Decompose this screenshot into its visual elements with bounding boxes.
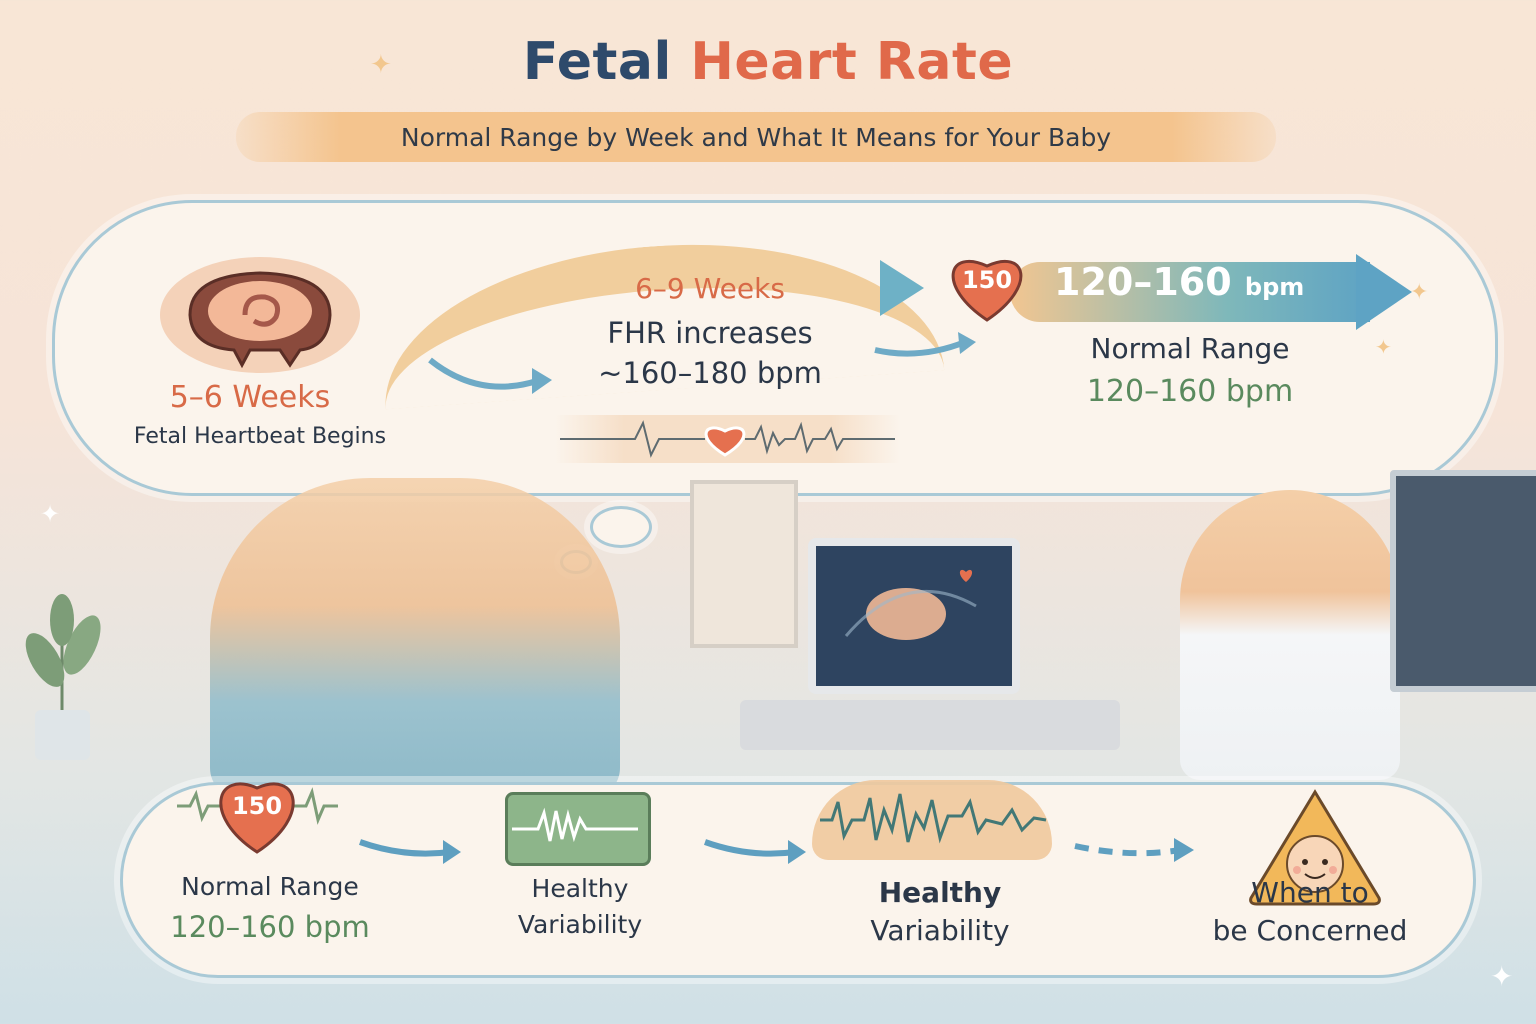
- stage-6-9-line1: FHR increases: [607, 316, 813, 350]
- room-window: [690, 480, 798, 648]
- range-big: 120–160 bpm: [1054, 260, 1304, 304]
- arrow-icon: [428, 357, 552, 394]
- step-2-label-1: Healthy: [531, 874, 629, 903]
- sparkle-icon: ✦: [1375, 335, 1392, 359]
- ultrasound-monitor: [808, 538, 1020, 694]
- arrow-icon: [358, 839, 461, 864]
- sparkle-icon: ✦: [1490, 960, 1514, 993]
- heart-150-icon: 150: [944, 246, 1030, 328]
- sparkle-icon: ✦: [370, 50, 392, 80]
- step-2-label-2: Variability: [517, 910, 643, 939]
- arc-arrowhead-icon: [880, 260, 924, 316]
- dashed-arrow-icon: [1074, 838, 1194, 862]
- range-arrow-band: [1010, 262, 1370, 322]
- range-arrowhead-icon: [1356, 254, 1412, 330]
- page-title: Fetal Heart Rate: [0, 32, 1536, 92]
- title-fetal: Fetal: [522, 32, 672, 92]
- step-3-label-2: Variability: [870, 914, 1010, 947]
- arrow-icon: [703, 839, 806, 864]
- normal-range-label: Normal Range: [1090, 332, 1290, 365]
- wall-board: [1390, 470, 1536, 692]
- range-big-unit: bpm: [1244, 273, 1305, 301]
- step-normal-range-value: 120–160 bpm: [170, 910, 370, 944]
- monitor-waveform-icon: [505, 792, 651, 866]
- sparkle-icon: ✦: [40, 500, 61, 528]
- step-normal-range-icon: 150: [172, 766, 342, 856]
- thought-bubble: [590, 506, 652, 548]
- embryo-icon: [150, 255, 370, 385]
- step-4-label-1: When to: [1251, 876, 1369, 909]
- variability-waveform-icon: [812, 780, 1052, 860]
- arrow-icon: [874, 332, 976, 357]
- heart-value: 150: [961, 266, 1013, 294]
- plant-icon: [25, 594, 101, 760]
- doctor-illustration: [1180, 490, 1400, 780]
- ultrasound-desk: [740, 700, 1120, 750]
- warning-baby-icon: [1245, 786, 1385, 908]
- stage-6-9-line2: ~160–180 bpm: [598, 356, 822, 390]
- ecg-heart-icon: [555, 415, 900, 463]
- expectant-parents-illustration: [210, 478, 620, 798]
- stage-5-6-weeks: 5–6 Weeks: [169, 380, 331, 415]
- subtitle-text: Normal Range by Week and What It Means f…: [400, 122, 1112, 152]
- normal-range-value: 120–160 bpm: [1086, 374, 1294, 409]
- range-big-value: 120–160: [1054, 260, 1232, 304]
- step-3-label-1: Healthy: [878, 876, 1002, 909]
- stage-6-9-weeks: 6–9 Weeks: [635, 272, 785, 305]
- subtitle-banner: Normal Range by Week and What It Means f…: [236, 112, 1276, 162]
- steps-cloud: [120, 782, 1476, 978]
- step-normal-range-label: Normal Range: [181, 872, 359, 901]
- stage-5-6-description: Fetal Heartbeat Begins: [133, 424, 387, 449]
- sparkle-icon: ✦: [1410, 280, 1429, 305]
- step-heart-value: 150: [231, 792, 283, 820]
- step-4-label-2: be Concerned: [1212, 914, 1408, 947]
- title-heart-rate: Heart Rate: [690, 32, 1014, 92]
